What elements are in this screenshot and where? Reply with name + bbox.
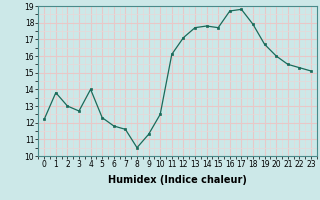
X-axis label: Humidex (Indice chaleur): Humidex (Indice chaleur): [108, 175, 247, 185]
